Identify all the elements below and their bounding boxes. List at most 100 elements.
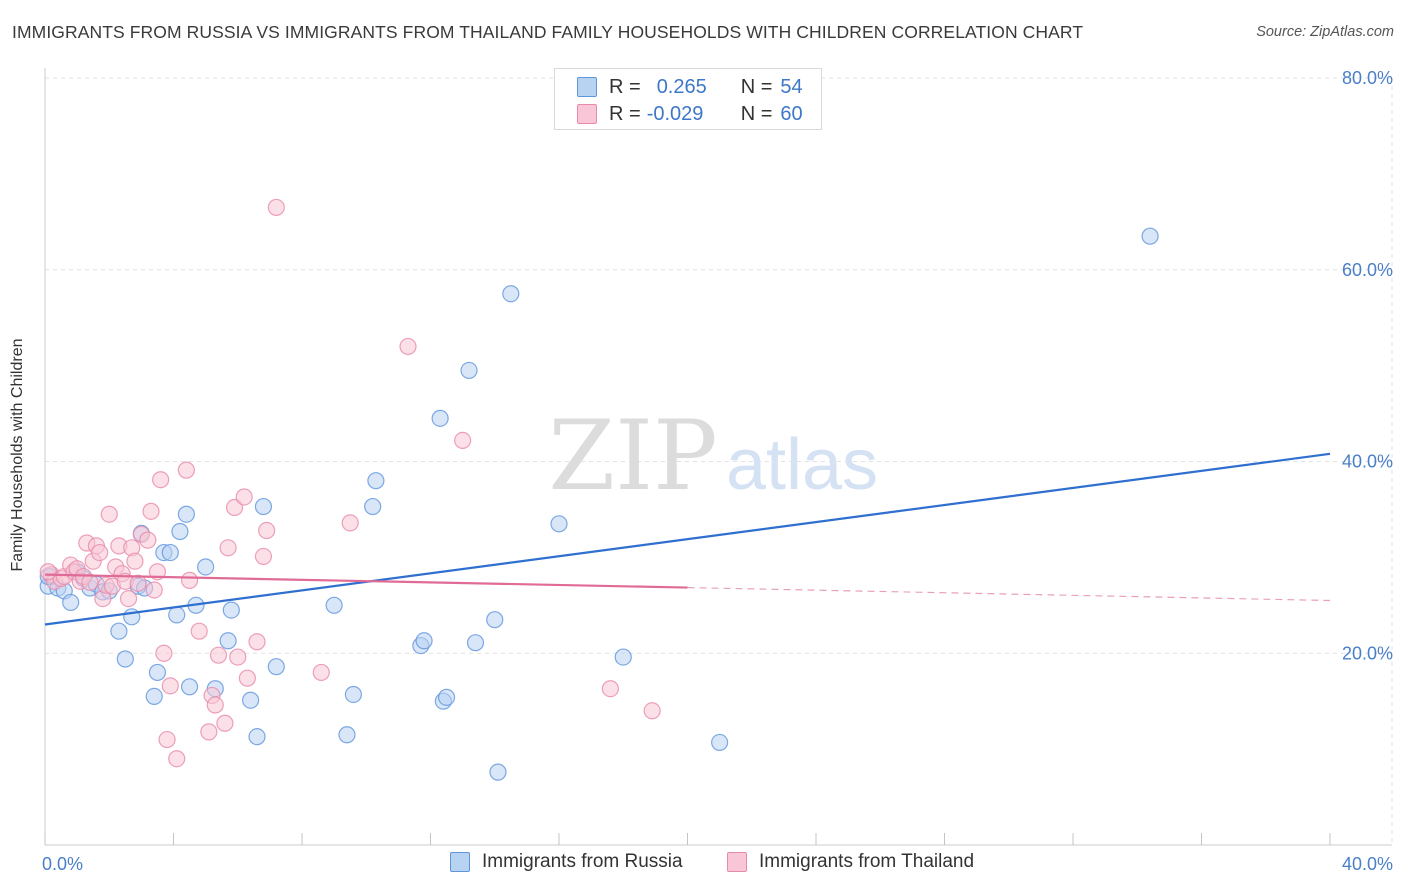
series-legend: Immigrants from Russia Immigrants from T… (0, 851, 1406, 877)
russia-point-44 (460, 361, 478, 380)
russia-point-21 (168, 606, 186, 624)
legend-label-thailand: Immigrants from Thailand (759, 851, 975, 872)
legend-swatch-russia (577, 77, 597, 97)
x-tick-label-max: 40.0% (1342, 854, 1393, 874)
axes (44, 68, 1392, 846)
thailand-point-39 (200, 723, 218, 741)
legend-n-label: N = (740, 75, 773, 98)
thailand-point-46 (229, 648, 247, 666)
legend-r-label: R = (609, 75, 641, 98)
chart-title: IMMIGRANTS FROM RUSSIA VS IMMIGRANTS FRO… (12, 22, 1084, 42)
thailand-point-13 (91, 543, 109, 562)
thailand-point-22 (119, 590, 138, 608)
thailand-point-42 (209, 646, 228, 664)
series-thailand-points (39, 198, 661, 768)
russia-point-17 (145, 687, 163, 705)
russia-point-23 (177, 505, 195, 523)
thailand-point-41 (206, 696, 224, 714)
thailand-point-57 (601, 680, 620, 698)
legend-row-thailand: R = -0.029 N = 60 (577, 101, 803, 127)
thailand-point-55 (399, 337, 417, 356)
russia-point-32 (254, 497, 273, 516)
watermark: ZIP atlas (548, 400, 878, 512)
thailand-point-45 (225, 498, 244, 517)
russia-point-36 (344, 685, 362, 704)
thailand-point-32 (155, 644, 173, 662)
thailand-point-47 (235, 488, 253, 506)
thailand-trend-line-solid (44, 573, 688, 589)
legend-r-value: 0.265 (656, 75, 707, 98)
y-tick-label: 20.0% (1342, 643, 1393, 663)
russia-point-40 (415, 632, 433, 650)
legend-r-value: -0.029 (646, 102, 704, 125)
y-tick-label: 60.0% (1342, 260, 1393, 280)
y-tick-label: 40.0% (1342, 452, 1393, 472)
thailand-point-38 (190, 622, 208, 640)
russia-point-12 (116, 650, 134, 668)
thailand-point-25 (129, 574, 147, 592)
legend-n-value: 60 (780, 102, 803, 125)
russia-trend-line (44, 452, 1331, 626)
legend-item-thailand: Immigrants from Thailand (727, 851, 974, 873)
russia-point-35 (338, 726, 356, 744)
y-tick-labels: 20.0% 40.0% 60.0% 80.0% (1342, 68, 1393, 663)
thailand-point-44 (219, 539, 237, 557)
russia-point-24 (180, 678, 199, 696)
thailand-point-27 (139, 531, 157, 549)
thailand-point-34 (161, 677, 179, 695)
x-tick-labels: 0.0% 40.0% (42, 854, 1393, 874)
thailand-point-48 (238, 669, 256, 687)
y-tick-label: 80.0% (1342, 68, 1393, 88)
russia-point-28 (219, 632, 237, 650)
thailand-point-49 (248, 633, 266, 651)
russia-point-50 (614, 648, 632, 666)
thailand-point-35 (168, 750, 186, 768)
russia-point-18 (148, 663, 167, 682)
thailand-point-52 (267, 198, 285, 217)
russia-point-45 (466, 634, 485, 652)
thailand-point-16 (100, 505, 118, 523)
thailand-point-54 (341, 514, 359, 532)
legend-n-label: N = (740, 102, 773, 125)
thailand-point-51 (258, 521, 276, 540)
thailand-point-37 (180, 571, 199, 589)
x-tick-label-min: 0.0% (42, 854, 83, 874)
thailand-point-43 (216, 714, 234, 732)
thailand-point-53 (312, 663, 330, 682)
legend-swatch-russia (450, 852, 470, 872)
russia-point-29 (222, 601, 240, 619)
russia-point-51 (711, 733, 729, 752)
legend-n-value: 54 (780, 75, 803, 98)
thailand-point-50 (254, 547, 273, 566)
russia-point-34 (325, 596, 343, 614)
russia-point-37 (364, 497, 382, 516)
russia-point-30 (242, 691, 260, 709)
russia-point-49 (550, 515, 568, 533)
russia-point-31 (248, 728, 266, 746)
thailand-trend-line-dashed (687, 586, 1331, 602)
russia-point-43 (437, 688, 456, 706)
watermark-zip: ZIP (548, 400, 717, 512)
trend-lines (44, 452, 1331, 626)
series-russia-points (39, 227, 1159, 781)
thailand-point-36 (177, 461, 195, 479)
thailand-point-29 (145, 581, 163, 599)
legend-label-russia: Immigrants from Russia (482, 851, 683, 872)
legend-swatch-thailand (727, 852, 747, 872)
thailand-point-33 (158, 730, 176, 749)
gridlines (45, 77, 1393, 845)
russia-point-26 (197, 558, 215, 576)
watermark-atlas: atlas (726, 425, 878, 505)
russia-point-38 (367, 472, 385, 490)
legend-item-russia: Immigrants from Russia (450, 851, 683, 873)
russia-point-52 (1141, 227, 1159, 245)
russia-point-11 (110, 622, 128, 640)
thailand-point-56 (454, 431, 472, 450)
russia-point-20 (161, 543, 179, 562)
russia-point-41 (431, 409, 449, 427)
russia-point-47 (489, 763, 507, 781)
thailand-point-59 (39, 563, 57, 581)
russia-point-46 (486, 611, 504, 629)
russia-point-48 (502, 285, 520, 303)
